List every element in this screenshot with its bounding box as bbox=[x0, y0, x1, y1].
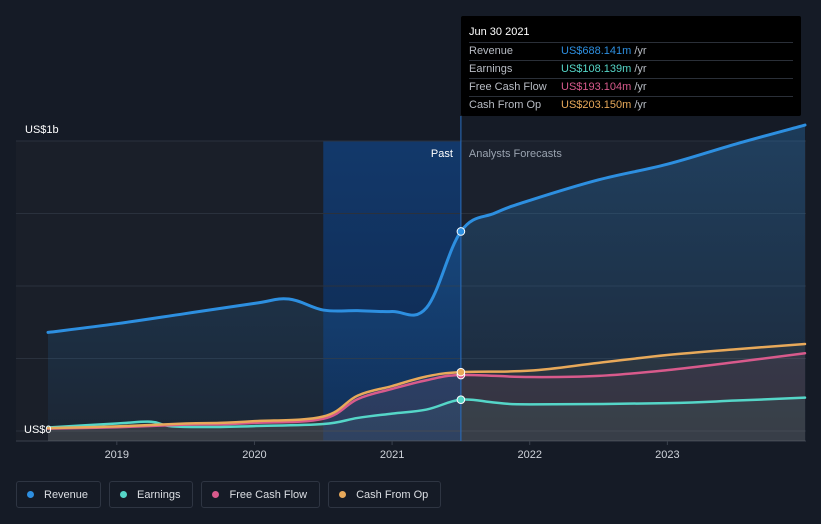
tooltip-label: Free Cash Flow bbox=[469, 81, 547, 93]
legend-dot-icon bbox=[27, 491, 34, 498]
y-axis-top-label: US$1b bbox=[25, 124, 59, 136]
legend-item-cash-from-op[interactable]: Cash From Op bbox=[328, 481, 442, 508]
revenue-marker bbox=[456, 227, 466, 236]
x-tick-label: 2023 bbox=[655, 449, 679, 461]
chart-legend: Revenue Earnings Free Cash Flow Cash Fro… bbox=[16, 481, 442, 508]
tooltip-label: Revenue bbox=[469, 45, 514, 57]
tooltip-row-revenue: Revenue US$688.141m /yr bbox=[469, 42, 793, 60]
revenue-line bbox=[46, 123, 807, 334]
legend-dot-icon bbox=[120, 491, 128, 498]
earnings-area bbox=[48, 397, 805, 441]
tooltip-value: US$203.150m bbox=[561, 99, 632, 111]
legend-item-earnings[interactable]: Earnings bbox=[109, 481, 194, 508]
forecast-label: Analysts Forecasts bbox=[469, 148, 562, 160]
tooltip-label: Earnings bbox=[469, 63, 513, 75]
tooltip-unit: /yr bbox=[634, 81, 647, 93]
tooltip-unit: /yr bbox=[634, 99, 647, 111]
cash-from-op-area bbox=[48, 344, 805, 441]
legend-dot-icon bbox=[212, 491, 220, 498]
tooltip-label: Cash From Op bbox=[469, 99, 542, 111]
y-axis-bottom-label: US$0 bbox=[24, 424, 52, 436]
earnings-marker bbox=[456, 395, 466, 404]
tooltip-value: US$193.104m bbox=[561, 81, 632, 93]
tooltip-value: US$108.139m bbox=[561, 63, 632, 75]
legend-item-revenue[interactable]: Revenue bbox=[16, 481, 102, 508]
x-tick-label: 2019 bbox=[105, 449, 129, 461]
tooltip-value: US$688.141m bbox=[561, 45, 632, 57]
legend-label: Earnings bbox=[137, 488, 181, 501]
legend-label: Free Cash Flow bbox=[229, 488, 308, 501]
past-label: Past bbox=[431, 148, 453, 160]
cash-from-op-marker bbox=[456, 367, 466, 377]
x-tick-label: 2020 bbox=[242, 449, 266, 461]
tooltip-unit: /yr bbox=[634, 45, 647, 57]
tooltip-unit: /yr bbox=[634, 63, 647, 75]
tooltip-row-earnings: Earnings US$108.139m /yr bbox=[469, 60, 793, 78]
x-tick-label: 2021 bbox=[380, 449, 404, 461]
legend-item-free-cash-flow[interactable]: Free Cash Flow bbox=[201, 481, 321, 508]
tooltip-date: Jun 30 2021 bbox=[469, 26, 530, 38]
x-tick-label: 2022 bbox=[517, 449, 541, 461]
legend-label: Cash From Op bbox=[356, 488, 429, 501]
legend-dot-icon bbox=[339, 491, 347, 498]
hover-tooltip: Jun 30 2021 Revenue US$688.141m /yr Earn… bbox=[461, 16, 801, 116]
tooltip-row-free-cash-flow: Free Cash Flow US$193.104m /yr bbox=[469, 78, 793, 96]
tooltip-row-cash-from-op: Cash From Op US$203.150m /yr bbox=[469, 96, 793, 114]
legend-label: Revenue bbox=[44, 488, 89, 501]
cash-from-op-line bbox=[46, 342, 807, 430]
